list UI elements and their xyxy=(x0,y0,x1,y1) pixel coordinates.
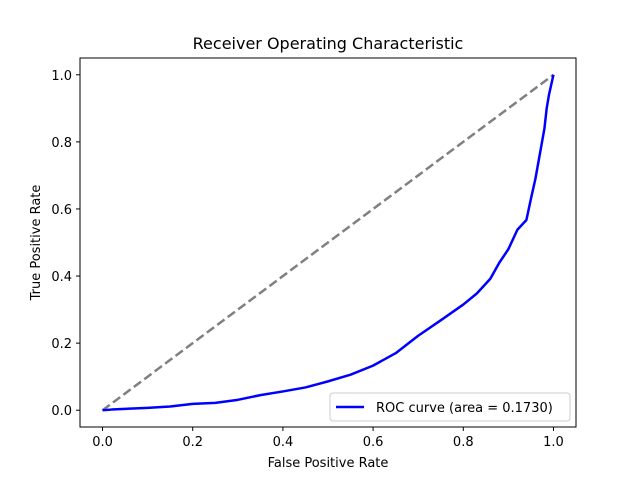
x-tick-label: 1.0 xyxy=(543,435,564,450)
y-axis-label: True Positive Rate xyxy=(29,185,44,302)
chart-title: Receiver Operating Characteristic xyxy=(193,34,464,53)
y-tick-label: 0.4 xyxy=(51,270,72,285)
y-tick-label: 0.6 xyxy=(51,203,72,218)
x-tick-label: 0.0 xyxy=(92,435,113,450)
plot-area xyxy=(101,73,555,412)
legend: ROC curve (area = 0.1730) xyxy=(329,392,571,422)
roc-curve-line xyxy=(102,74,555,412)
y-tick-label: 0.8 xyxy=(51,136,72,151)
y-axis: 0.0 0.2 0.4 0.6 0.8 1.0 xyxy=(51,69,80,419)
legend-label-roc: ROC curve (area = 0.1730) xyxy=(376,401,553,416)
chance-diagonal-line xyxy=(101,73,555,412)
legend-box xyxy=(329,392,571,422)
y-tick-label: 1.0 xyxy=(51,69,72,84)
axes-frame xyxy=(79,57,577,428)
y-tick-label: 0.2 xyxy=(51,337,72,352)
x-tick-label: 0.4 xyxy=(273,435,294,450)
x-tick-label: 0.6 xyxy=(363,435,384,450)
x-axis-label: False Positive Rate xyxy=(268,456,389,471)
x-tick-label: 0.8 xyxy=(453,435,474,450)
y-tick-label: 0.0 xyxy=(51,404,72,419)
x-axis: 0.0 0.2 0.4 0.6 0.8 1.0 xyxy=(92,427,564,450)
x-tick-label: 0.2 xyxy=(182,435,203,450)
